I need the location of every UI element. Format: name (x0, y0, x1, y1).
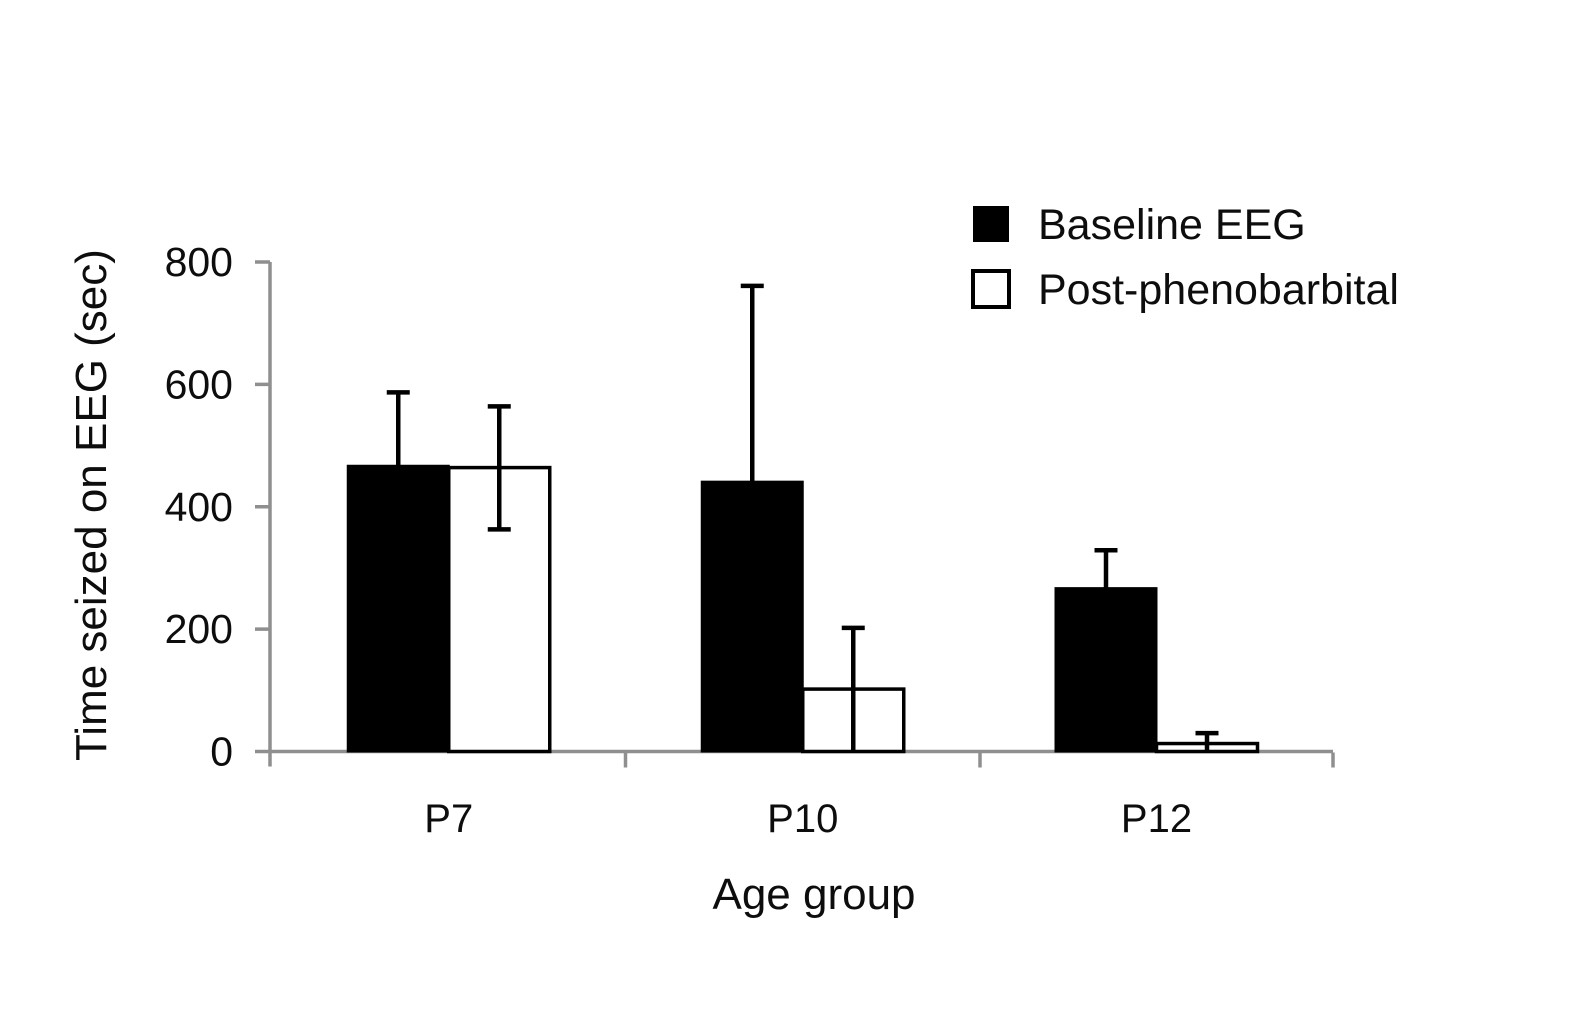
y-tick-label: 600 (165, 361, 233, 407)
legend-label-baseline-eeg: Baseline EEG (1038, 201, 1306, 249)
plot-area: 0 200 400 600 800 P7 P10 P12 (165, 239, 1335, 841)
x-category-label-p10: P10 (767, 797, 838, 841)
legend: Baseline EEG Post-phenobarbital (971, 201, 1399, 314)
x-category-label-p7: P7 (424, 797, 473, 841)
legend-label-post-phenobarbital: Post-phenobarbital (1038, 266, 1399, 314)
legend-swatch-baseline-eeg (973, 206, 1009, 242)
x-category-label-p12: P12 (1121, 797, 1192, 841)
bar-p7-baseline-eeg (346, 464, 450, 753)
bar-p12-baseline-eeg (1054, 587, 1158, 753)
y-tick-label: 0 (210, 729, 233, 775)
y-axis-title: Time seized on EEG (sec) (67, 249, 116, 761)
x-axis-title: Age group (712, 870, 915, 919)
y-tick-label: 400 (165, 484, 233, 530)
legend-swatch-post-phenobarbital (971, 269, 1011, 309)
y-tick-label: 200 (165, 606, 233, 652)
bar-p10-baseline-eeg (700, 480, 804, 753)
y-tick-label: 800 (165, 239, 233, 285)
